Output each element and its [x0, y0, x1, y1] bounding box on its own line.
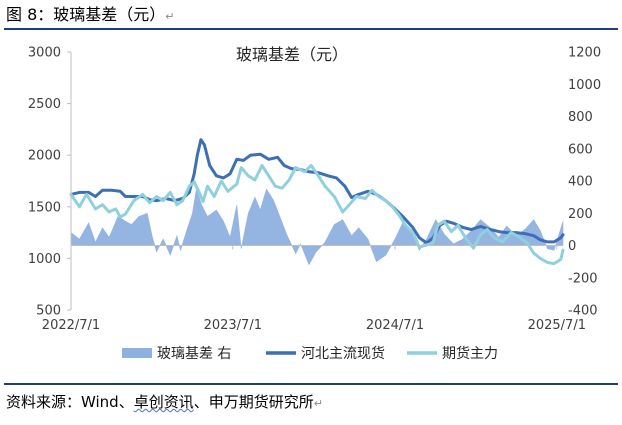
- figure-label: 图 8：玻璃基差（元）: [6, 5, 166, 24]
- y-right-tick-label: -200: [568, 271, 598, 286]
- legend-item-spot: 河北主流现货: [266, 345, 385, 362]
- y-right-tick-label: 1200: [568, 46, 601, 61]
- axes: [67, 51, 563, 311]
- return-mark: ↵: [165, 10, 175, 23]
- y-left-tick-label: 1500: [28, 200, 61, 215]
- glass-basis-chart: 500 1000 1500 2000 2500 3000 -400 -200 0 200 400 60…: [28, 45, 601, 362]
- bottom-rule: [4, 383, 618, 385]
- legend-swatch: [122, 348, 152, 358]
- figure-title: 图 8：玻璃基差（元）↵: [6, 4, 175, 28]
- x-tick-label: 2022/7/1: [42, 318, 100, 333]
- series-layer: [69, 138, 565, 266]
- y-right-tick-label: -400: [568, 304, 598, 319]
- legend-item-futures: 期货主力: [407, 345, 498, 362]
- legend-label: 河北主流现货: [301, 345, 385, 362]
- source-prefix: 资料来源：Wind、: [6, 393, 134, 411]
- x-tick-label: 2023/7/1: [204, 318, 262, 333]
- y-left-tick-label: 500: [36, 304, 61, 319]
- y-right-tick-label: 800: [568, 110, 593, 125]
- y-right-tick-label: 400: [568, 175, 593, 190]
- source-squiggle: 卓创资讯: [133, 393, 194, 411]
- y-right-tick-label: 0: [568, 239, 576, 254]
- series-futures-line: [69, 164, 565, 266]
- x-tick-label: 2024/7/1: [366, 318, 424, 333]
- source-suffix: 、申万期货研究所: [193, 393, 314, 411]
- x-tick-label: 2025/7/1: [528, 318, 586, 333]
- return-mark: ↵: [313, 397, 323, 410]
- y-left-tick-label: 2000: [28, 149, 61, 164]
- series-basis-area: [70, 188, 564, 266]
- y-left-tick-label: 2500: [28, 97, 61, 112]
- y-left-tick-label: 1000: [28, 252, 61, 267]
- top-rule: [4, 28, 618, 30]
- y-right-tick-label: 600: [568, 142, 593, 157]
- y-right-tick-label: 200: [568, 207, 593, 222]
- legend: 玻璃基差 右 河北主流现货 期货主力: [122, 345, 498, 362]
- legend-label: 期货主力: [442, 345, 498, 362]
- y-left-tick-label: 3000: [28, 46, 61, 61]
- source-note: 资料来源：Wind、卓创资讯、申万期货研究所↵: [6, 391, 323, 415]
- legend-label: 玻璃基差 右: [157, 345, 231, 362]
- axis-labels: 500 1000 1500 2000 2500 3000 -400 -200 0 200 400 60…: [28, 46, 601, 334]
- chart-title: 玻璃基差（元）: [236, 45, 348, 64]
- y-right-tick-label: 1000: [568, 78, 601, 93]
- legend-item-basis: 玻璃基差 右: [122, 345, 231, 362]
